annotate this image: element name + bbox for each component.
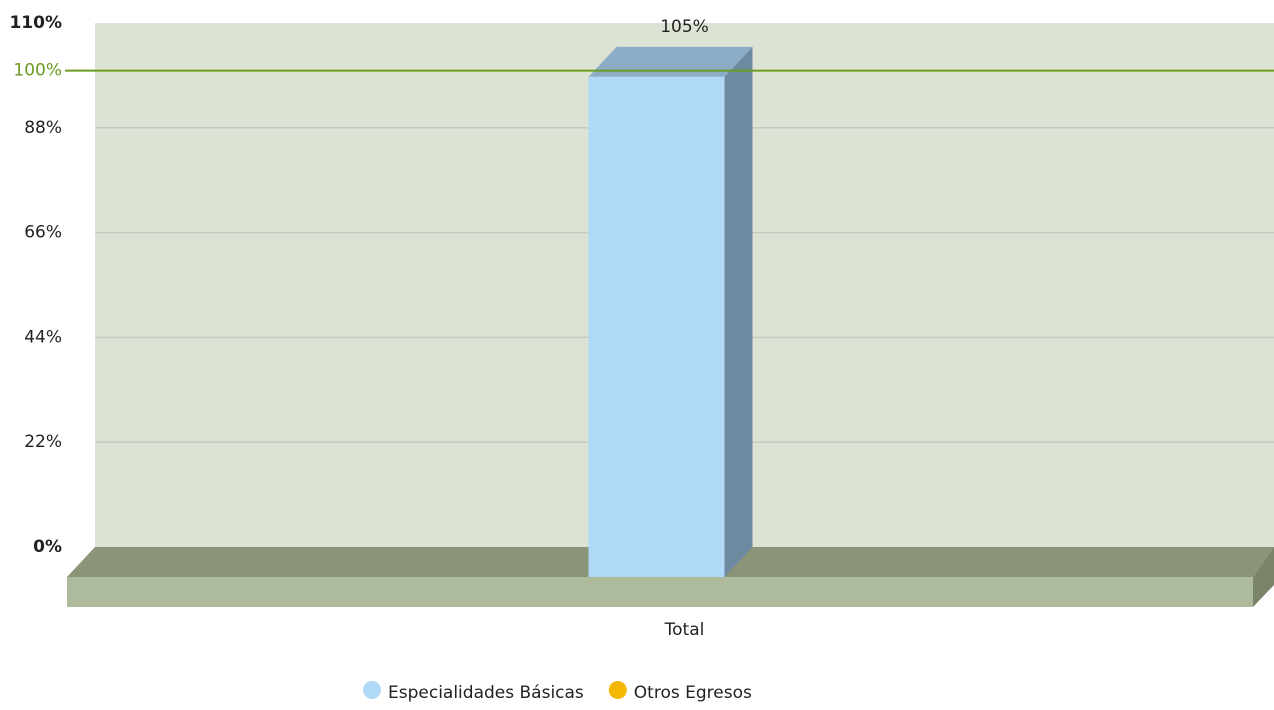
value-label: 105% xyxy=(660,17,709,37)
y-tick-label: 110% xyxy=(9,13,62,33)
legend-label: Otros Egresos xyxy=(634,683,752,703)
floor-side xyxy=(1253,547,1274,607)
legend-marker xyxy=(363,681,381,699)
bar xyxy=(588,76,725,578)
bar-top xyxy=(588,46,753,77)
y-tick-label: 22% xyxy=(24,432,62,452)
bar-side xyxy=(724,46,753,578)
trend-label: 100% xyxy=(13,61,62,81)
legend-marker xyxy=(608,681,627,699)
y-tick-label: 0% xyxy=(33,537,62,557)
floor-front xyxy=(67,577,1253,607)
legend-label: Especialidades Básicas xyxy=(388,683,584,703)
y-tick-label: 88% xyxy=(24,118,62,138)
y-tick-label: 66% xyxy=(24,223,62,243)
x-tick-label: Total xyxy=(664,620,705,640)
y-tick-label: 44% xyxy=(24,327,62,347)
